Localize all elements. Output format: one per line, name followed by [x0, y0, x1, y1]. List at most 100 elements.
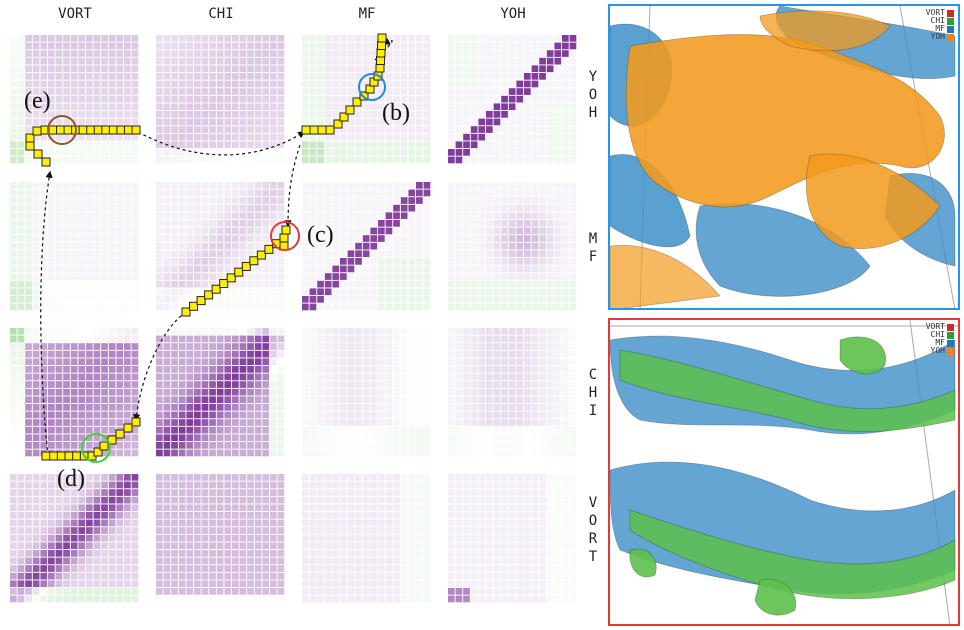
matrix-cell — [393, 343, 400, 350]
matrix-cell — [101, 242, 108, 250]
matrix-cell — [546, 65, 554, 73]
matrix-cell — [455, 580, 463, 588]
matrix-cell — [232, 141, 239, 149]
matrix-cell — [32, 42, 40, 50]
matrix-cell — [32, 542, 40, 550]
matrix-cell — [17, 489, 25, 496]
matrix-cell — [186, 111, 194, 118]
matrix-cell — [448, 42, 455, 50]
matrix-cell — [101, 95, 108, 103]
matrix-cell — [493, 534, 501, 542]
matrix-cell — [340, 366, 347, 373]
matrix-cell — [516, 50, 524, 57]
matrix-cell — [455, 126, 463, 133]
matrix-cell — [486, 118, 493, 126]
matrix-cell — [355, 396, 362, 404]
matrix-cell — [194, 388, 201, 396]
matrix-cell — [171, 350, 178, 358]
matrix-cell — [501, 197, 508, 204]
matrix-cell — [393, 542, 400, 550]
matrix-cell — [324, 358, 332, 366]
matrix-cell — [302, 182, 309, 189]
matrix-cell — [201, 258, 209, 265]
matrix-cell — [124, 73, 131, 80]
render-panel-top[interactable]: VORT CHI MF YOH — [608, 4, 960, 310]
render-panel-bottom[interactable]: VORT CHI MF YOH — [608, 318, 960, 626]
matrix-cell — [332, 396, 340, 404]
matrix-cell — [10, 557, 17, 565]
matrix-cell — [93, 489, 101, 496]
matrix-cell — [186, 388, 194, 396]
matrix-cell — [562, 557, 569, 565]
matrix-cell — [201, 411, 209, 419]
matrix-cell — [385, 350, 393, 358]
matrix-cell — [546, 519, 554, 527]
matrix-cell — [385, 280, 393, 288]
matrix-cell — [63, 242, 70, 250]
matrix-cell — [224, 288, 232, 296]
matrix-cell — [309, 411, 317, 419]
matrix-cell — [247, 388, 254, 396]
matrix-cell — [116, 527, 124, 534]
matrix-cell — [562, 212, 569, 220]
matrix-cell — [247, 474, 254, 481]
matrix-cell — [378, 489, 385, 496]
matrix-cell — [108, 250, 116, 258]
matrix-cell — [78, 388, 86, 396]
matrix-cell — [332, 95, 340, 103]
matrix-cell — [302, 519, 309, 527]
matrix-cell — [423, 388, 431, 396]
matrix-cell — [408, 404, 416, 411]
matrix-cell — [194, 381, 201, 388]
matrix-cell — [124, 212, 131, 220]
matrix-cell — [239, 449, 247, 457]
matrix-cell — [493, 220, 501, 227]
matrix-cell — [178, 442, 186, 449]
matrix-cell — [124, 504, 131, 512]
matrix-cell — [562, 580, 569, 588]
matrix-cell — [86, 141, 93, 149]
matrix-cell — [332, 527, 340, 534]
matrix-cell — [546, 141, 554, 149]
matrix-cell — [340, 504, 347, 512]
matrix-cell — [55, 250, 63, 258]
matrix-cell — [86, 133, 93, 141]
matrix-cell — [25, 227, 32, 235]
matrix-cell — [340, 149, 347, 156]
matrix-cell — [25, 35, 32, 42]
matrix-cell — [400, 103, 408, 111]
matrix-cell — [194, 103, 201, 111]
matrix-cell — [216, 396, 224, 404]
matrix-cell — [270, 227, 277, 235]
matrix-cell — [209, 396, 216, 404]
matrix-cell — [546, 95, 554, 103]
matrix-cell — [254, 542, 262, 550]
matrix-cell — [355, 197, 362, 204]
matrix-cell — [93, 572, 101, 580]
matrix-cell — [101, 350, 108, 358]
matrix-cell — [516, 118, 524, 126]
matrix-cell — [309, 182, 317, 189]
matrix-cell — [478, 572, 486, 580]
matrix-cell — [186, 426, 194, 434]
matrix-cell — [400, 227, 408, 235]
matrix-cell — [156, 204, 163, 212]
matrix-cell — [486, 204, 493, 212]
matrix-cell — [546, 595, 554, 603]
matrix-cell — [78, 419, 86, 426]
matrix-cell — [216, 328, 224, 335]
matrix-cell — [171, 419, 178, 426]
matrix-cell — [400, 265, 408, 273]
matrix-cell — [156, 250, 163, 258]
matrix-cell — [10, 426, 17, 434]
matrix-cell — [270, 381, 277, 388]
matrix-cell — [108, 57, 116, 65]
matrix-cell — [378, 442, 385, 449]
matrix-cell — [156, 358, 163, 366]
matrix-cell — [355, 419, 362, 426]
matrix-cell — [108, 88, 116, 95]
matrix-cell — [416, 141, 423, 149]
matrix-cell — [516, 358, 524, 366]
circle-e — [47, 115, 77, 145]
matrix-cell — [239, 133, 247, 141]
